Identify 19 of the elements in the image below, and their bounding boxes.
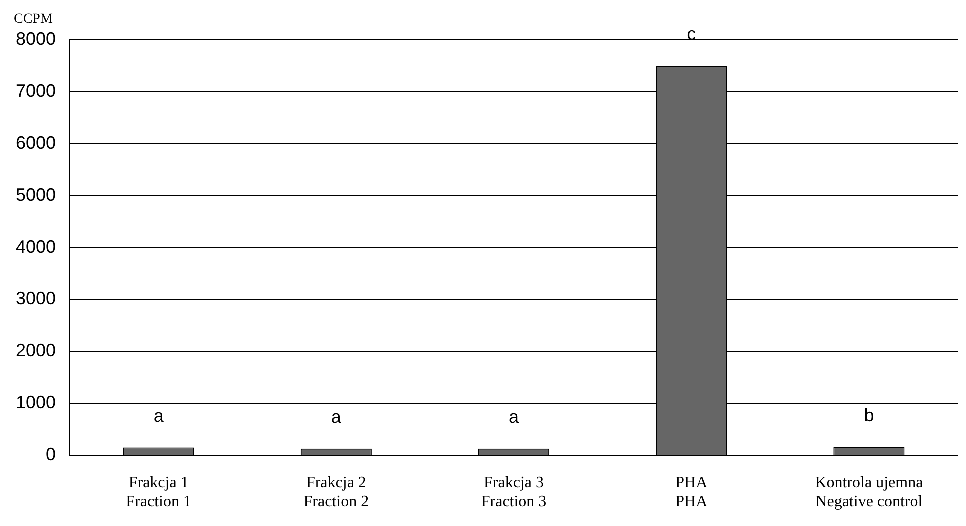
annotation: b [864,405,874,426]
x-tick-label: PHA PHA [676,474,708,511]
y-tick-label: 3000 [16,288,56,309]
y-tick-label: 7000 [16,80,56,101]
x-tick-label: Frakcja 3 Fraction 3 [481,474,547,511]
y-tick-label: 8000 [16,28,56,49]
x-tick-label: Frakcja 2 Fraction 2 [304,474,370,511]
x-tick-label: Kontrola ujemna Negative control [815,474,924,511]
y-tick-label: 0 [46,444,56,465]
y-tick-label: 1000 [16,392,56,413]
annotation: a [331,406,342,427]
y-tick-label: 6000 [16,132,56,153]
y-tick-label: 2000 [16,340,56,361]
y-tick-label: 5000 [16,184,56,205]
annotation: a [509,406,520,427]
x-tick-label: Frakcja 1 Fraction 1 [126,474,192,511]
y-tick-label: 4000 [16,236,56,257]
y-axis-title: CCPM [14,12,53,28]
annotation: a [154,406,165,426]
